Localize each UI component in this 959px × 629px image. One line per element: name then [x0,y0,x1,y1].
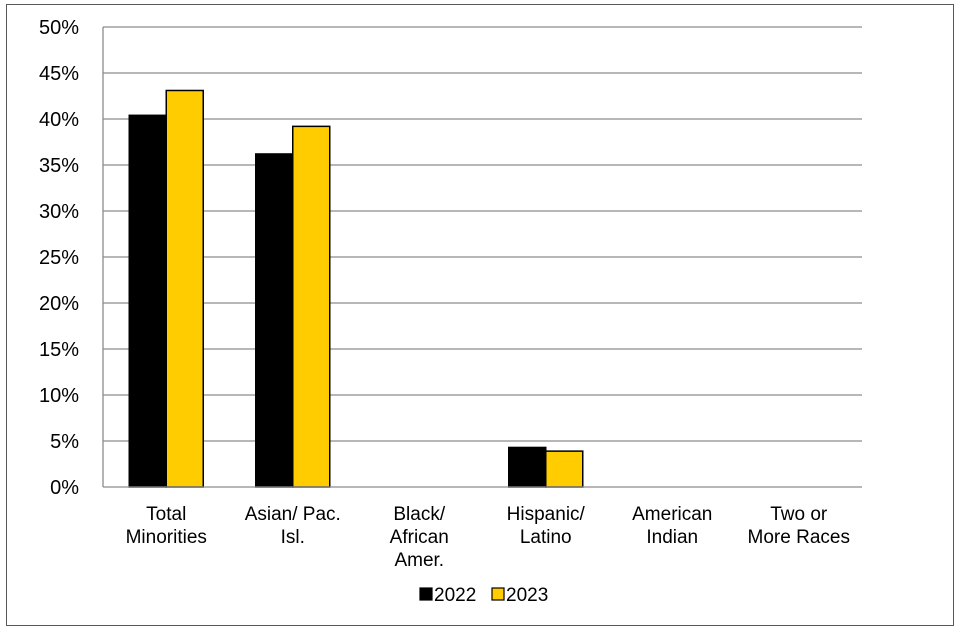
x-tick-label: American [632,504,712,525]
x-tick-label: Hispanic/ [507,504,586,525]
x-tick-label: More Races [748,527,850,548]
x-tick-label: Black/ [393,504,445,525]
legend-swatch-2022 [419,587,433,601]
bar-2023 [545,450,584,488]
x-tick-label: Two or [770,504,828,525]
bar-2023 [292,125,331,488]
bar-2022 [508,446,547,488]
y-tick-label: 20% [39,293,79,315]
y-tick-label: 10% [39,385,79,407]
legend-label: 2022 [434,585,476,606]
bar-2023 [165,89,204,488]
bar-2022 [128,114,167,488]
y-tick-label: 25% [39,247,79,269]
y-tick-label: 35% [39,155,79,177]
y-tick-label: 45% [39,63,79,85]
x-tick-label: Asian/ Pac. [245,504,341,525]
y-tick-label: 30% [39,201,79,223]
y-tick-label: 0% [50,477,79,499]
legend-swatch-2023 [491,587,505,601]
x-tick-label: Latino [520,527,572,548]
y-tick-label: 40% [39,109,79,131]
y-tick-label: 15% [39,339,79,361]
x-tick-label: Isl. [281,527,305,548]
y-tick-label: 5% [50,431,79,453]
y-tick-label: 50% [39,17,79,39]
x-tick-label: African [390,527,449,548]
x-tick-label: Amer. [394,550,444,571]
x-tick-label: Total [146,504,186,525]
legend-label: 2023 [506,585,548,606]
x-tick-label: Minorities [126,527,207,548]
bar-2022 [255,153,294,488]
x-tick-label: Indian [646,527,698,548]
